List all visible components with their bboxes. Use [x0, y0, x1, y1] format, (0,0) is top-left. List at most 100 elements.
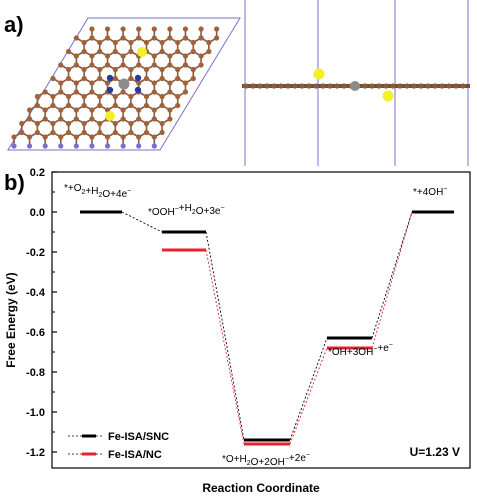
carbon-atom — [42, 89, 48, 95]
carbon-atom — [65, 129, 72, 136]
energy-levels — [80, 210, 454, 446]
carbon-atom — [167, 80, 173, 86]
carbon-atom — [175, 75, 181, 82]
carbon-atom — [120, 116, 126, 122]
carbon-atom — [112, 120, 118, 127]
carbon-atom — [89, 26, 95, 32]
carbon-atom — [104, 35, 111, 41]
carbon-atom — [136, 26, 142, 32]
carbon-atom-side — [369, 83, 375, 89]
y-tick-label: -0.4 — [26, 287, 46, 299]
carbon-atom — [81, 102, 87, 109]
carbon-atom — [206, 48, 212, 55]
carbon-atom — [73, 134, 79, 140]
carbon-atom — [120, 62, 126, 68]
carbon-atom — [112, 129, 118, 136]
carbon-atom — [151, 107, 157, 113]
carbon-atom — [198, 35, 204, 41]
carbon-atom — [198, 62, 204, 68]
carbon-atom — [128, 102, 134, 109]
plot-frame — [51, 171, 471, 469]
carbon-atom — [151, 116, 157, 122]
carbon-atom-side — [411, 83, 417, 89]
carbon-atom — [182, 35, 189, 41]
carbon-atom-side — [313, 83, 319, 89]
carbon-atom — [112, 102, 118, 109]
carbon-atom — [120, 107, 126, 113]
carbon-atom-side — [460, 83, 466, 89]
carbon-atom — [167, 62, 173, 68]
carbon-atom-side — [334, 83, 340, 89]
carbon-atom — [159, 75, 165, 82]
carbon-atom — [190, 75, 196, 82]
carbon-atom — [190, 39, 196, 46]
nitrogen-atom — [106, 74, 114, 82]
nitrogen-atom — [134, 74, 142, 82]
carbon-atom — [112, 48, 118, 55]
carbon-atom — [42, 107, 48, 113]
carbon-atom — [73, 80, 79, 86]
carbon-atom-side — [264, 83, 270, 89]
unit-cell-outline — [7, 17, 241, 151]
carbon-atom-side — [446, 83, 452, 89]
carbon-atom — [81, 120, 87, 127]
carbon-atom — [97, 48, 103, 55]
carbon-atom — [190, 48, 196, 55]
carbon-atom — [42, 134, 48, 140]
carbon-atom — [175, 93, 181, 100]
step-labels: *+O2+H2O+4e− *OOH−+H2O+3e− *O+H2O+2OH−+2e−… — [64, 183, 447, 468]
carbon-atom — [97, 93, 103, 100]
carbon-atom — [120, 134, 126, 140]
carbon-atom-side — [327, 83, 333, 89]
legend-label: Fe-ISA/NC — [108, 449, 162, 461]
carbon-atom-side — [418, 83, 424, 89]
carbon-atom — [128, 120, 134, 127]
carbon-atom — [65, 102, 72, 109]
carbon-atom — [175, 66, 181, 73]
carbon-atom — [58, 62, 64, 68]
carbon-atom — [182, 26, 189, 32]
carbon-atom-side — [383, 83, 389, 89]
carbon-atom-side — [432, 83, 438, 89]
sulfur-atom — [137, 47, 147, 57]
carbon-atom-side — [306, 83, 312, 89]
carbon-atom — [81, 66, 87, 73]
carbon-atom-side — [250, 83, 256, 89]
carbon-atom — [143, 120, 150, 127]
carbon-atom — [151, 143, 157, 149]
carbon-atom — [97, 66, 103, 73]
carbon-atom — [97, 120, 103, 127]
carbon-atom — [58, 80, 64, 86]
carbon-atom — [151, 53, 157, 59]
carbon-atom — [58, 134, 64, 140]
carbon-atom-side — [285, 83, 291, 89]
y-tick-label: 0.0 — [30, 207, 45, 219]
carbon-atom-side — [453, 83, 459, 89]
y-axis-label: Free Energy (eV) — [4, 272, 18, 367]
carbon-atom — [167, 107, 173, 113]
carbon-atom-side — [320, 83, 326, 89]
carbon-atom — [42, 116, 48, 122]
lattice-top-view — [7, 17, 241, 151]
carbon-atom — [136, 107, 142, 113]
y-tick-label: -1.0 — [26, 407, 45, 419]
carbon-atom — [120, 26, 126, 32]
carbon-atom — [34, 93, 40, 100]
carbon-atom — [73, 107, 79, 113]
connector-nc — [289, 347, 328, 445]
step-label: *+4OH− — [413, 186, 447, 198]
carbon-atom — [65, 120, 72, 127]
carbon-atom — [159, 120, 165, 127]
carbon-atom — [143, 75, 150, 82]
carbon-atom — [58, 107, 64, 113]
step-label: *OOH−+H2O+3e− — [148, 203, 225, 218]
carbon-atom-side — [299, 83, 305, 89]
carbon-atom — [182, 80, 189, 86]
carbon-atom — [112, 93, 118, 100]
legend: Fe-ISA/SNC Fe-ISA/NC — [68, 431, 169, 461]
carbon-atom — [104, 143, 111, 149]
carbon-atom — [34, 129, 40, 136]
carbon-atom — [89, 143, 95, 149]
carbon-atom — [11, 143, 17, 149]
step-label: *+O2+H2O+4e− — [64, 183, 131, 200]
